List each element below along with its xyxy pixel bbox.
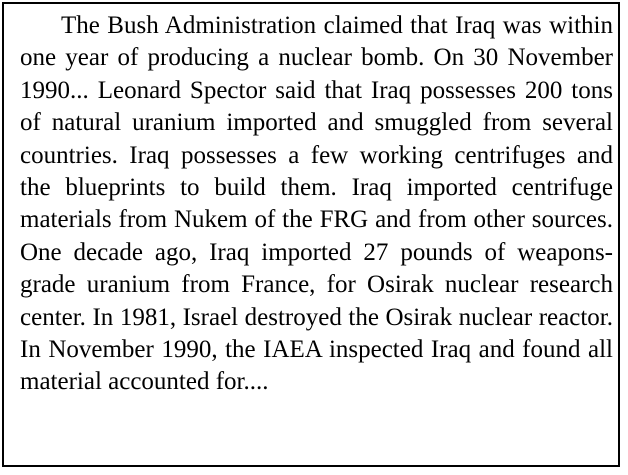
passage-text: The Bush Administration claimed that Ira… [20,12,613,396]
text-box: The Bush Administration claimed that Ira… [2,2,620,467]
